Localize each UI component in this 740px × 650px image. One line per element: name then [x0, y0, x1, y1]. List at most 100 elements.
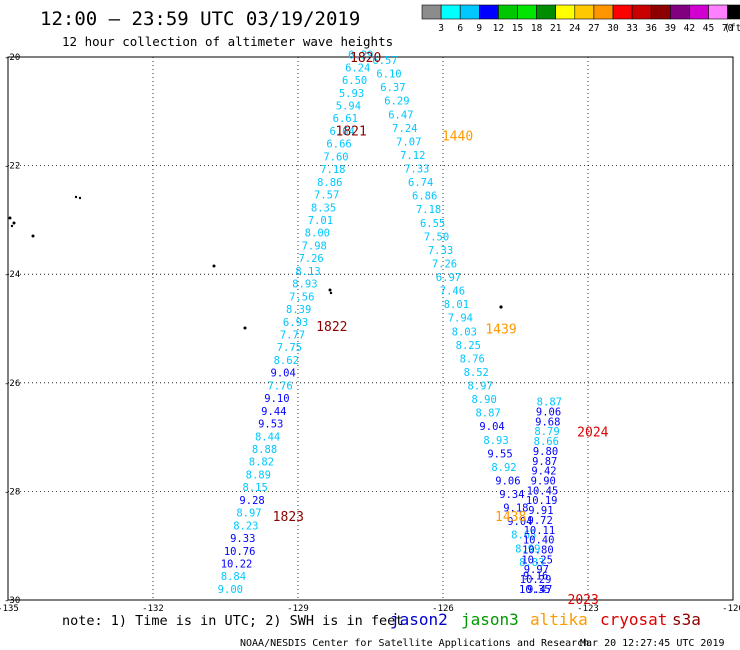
wave-height-value: 9.44 [261, 406, 286, 418]
wave-height-value: 8.35 [311, 202, 336, 214]
wave-height-value: 6.74 [408, 177, 433, 189]
track-time-label: 2023 [568, 593, 599, 608]
wave-height-value: 7.46 [440, 286, 465, 298]
wave-height-value: 6.29 [348, 50, 373, 62]
track-time-label: 1823 [273, 510, 304, 525]
wave-height-value: 7.24 [392, 123, 417, 135]
wave-height-value: 7.18 [416, 204, 441, 216]
track-time-label: 1821 [336, 124, 367, 139]
wave-height-value: 9.53 [258, 419, 283, 431]
wave-height-value: 6.29 [384, 96, 409, 108]
legend-label: 70 [722, 23, 734, 34]
graticule [8, 57, 733, 600]
wave-height-value: 9.18 [503, 503, 528, 515]
wave-height-value: 9.72 [528, 515, 553, 527]
wave-height-value: 8.88 [252, 444, 277, 456]
legend-swatch [421, 4, 442, 20]
wave-height-value: 8.13 [295, 266, 320, 278]
wave-height-value: 10.29 [520, 574, 552, 586]
satellite-legend-jason3: jason3 [461, 610, 519, 629]
legend-label: 45 [703, 23, 714, 34]
wave-height-value: 8.39 [286, 304, 311, 316]
wave-height-value: 8.00 [305, 228, 330, 240]
wave-height-value: 7.07 [396, 136, 421, 148]
timestamp-text: Mar 20 12:27:45 UTC 2019 [580, 638, 725, 649]
wave-height-value: 8.76 [460, 353, 485, 365]
legend-label: 36 [645, 23, 657, 34]
legend-label: 24 [569, 23, 581, 34]
wave-height-value: 7.56 [289, 291, 314, 303]
legend-label: 15 [512, 23, 523, 34]
wave-height-value: 8.93 [292, 279, 317, 291]
legend-label: 30 [607, 23, 619, 34]
wave-height-value: 6.37 [380, 82, 405, 94]
legend-swatch [536, 4, 556, 20]
wave-height-value: 8.90 [471, 394, 496, 406]
longitude-label: -123 [577, 604, 599, 614]
wave-height-value: 8.89 [246, 469, 271, 481]
wave-height-value: 7.94 [448, 313, 473, 325]
wave-height-value: 8.62 [274, 355, 299, 367]
wave-height-value: 8.01 [444, 299, 469, 311]
wave-height-value: 9.04 [271, 368, 296, 380]
wave-height-value: 6.55 [420, 218, 445, 230]
legend-label: (ft) [724, 23, 740, 34]
wave-height-value: 6.97 [436, 272, 461, 284]
wave-height-value: 10.40 [523, 535, 555, 547]
wave-height-value: 8.84 [221, 571, 246, 583]
wave-height-value: 7.77 [280, 330, 305, 342]
latitude-label: -30 [4, 596, 20, 606]
longitude-label: -129 [287, 604, 309, 614]
wave-height-value: 7.12 [400, 150, 425, 162]
wave-height-value: 9.00 [218, 584, 243, 596]
wave-height-value: 9.16 [523, 570, 548, 582]
track-time-label: 1820 [350, 51, 381, 66]
wave-height-value: 10.11 [524, 525, 556, 537]
wave-height-value: 10.80 [522, 545, 554, 557]
footer-note: note: 1) Time is in UTC; 2) SWH is in fe… [62, 613, 403, 629]
island-markers [8, 195, 503, 330]
track-time-label: 2024 [577, 426, 608, 441]
legend-label: 6 [457, 23, 463, 34]
chart-subtitle: 12 hour collection of altimeter wave hei… [62, 34, 393, 49]
wave-height-value: 9.87 [532, 456, 557, 468]
wave-height-tracks: 6.296.246.505.935.946.616.646.667.607.18… [218, 50, 562, 596]
credit-text: NOAA/NESDIS Center for Satellite Applica… [240, 638, 589, 649]
wave-height-value: 7.50 [424, 231, 449, 243]
track-time-label: 1438 [495, 510, 526, 525]
axis-labels: -20 -22 -24 -26 -28 -30-135 -132 -129 -126 -123 -1… [0, 53, 740, 614]
wave-height-value: 9.91 [528, 505, 553, 517]
wave-height-value: 6.24 [345, 62, 370, 74]
latitude-label: -22 [4, 162, 20, 172]
wave-height-value: 10.25 [521, 554, 553, 566]
wave-height-value: 6.10 [376, 69, 401, 81]
legend-swatch [631, 4, 652, 20]
legend-swatch [593, 4, 614, 20]
wave-height-value: 9.33 [230, 533, 255, 545]
wave-height-value: 10.35 [519, 584, 551, 596]
legend-swatch [669, 4, 690, 20]
wave-height-value: 7.18 [320, 164, 345, 176]
wave-height-value: 10.22 [221, 558, 253, 570]
legend-swatch [498, 4, 518, 20]
wave-height-value: 7.26 [432, 258, 457, 270]
wave-height-value: 6.64 [330, 126, 355, 138]
legend-label: 33 [626, 23, 637, 34]
wave-height-value: 5.93 [339, 88, 364, 100]
chart-title: 12:00 — 23:59 UTC 03/19/2019 [40, 8, 360, 30]
longitude-label: -132 [142, 604, 164, 614]
wave-height-value: 7.98 [302, 240, 327, 252]
wave-height-value: 8.52 [464, 367, 489, 379]
legend-label: 9 [476, 23, 482, 34]
wave-height-value: 10.45 [527, 485, 559, 497]
latitude-label: -20 [4, 53, 20, 63]
legend-swatch [478, 4, 499, 20]
wave-height-value: 7.01 [308, 215, 333, 227]
wave-height-value: 8.87 [537, 397, 562, 409]
legend-label: 12 [493, 23, 504, 34]
wave-height-value: 7.60 [323, 151, 348, 163]
wave-height-value: 9.28 [239, 495, 264, 507]
wave-height-value: 9.90 [531, 475, 556, 487]
